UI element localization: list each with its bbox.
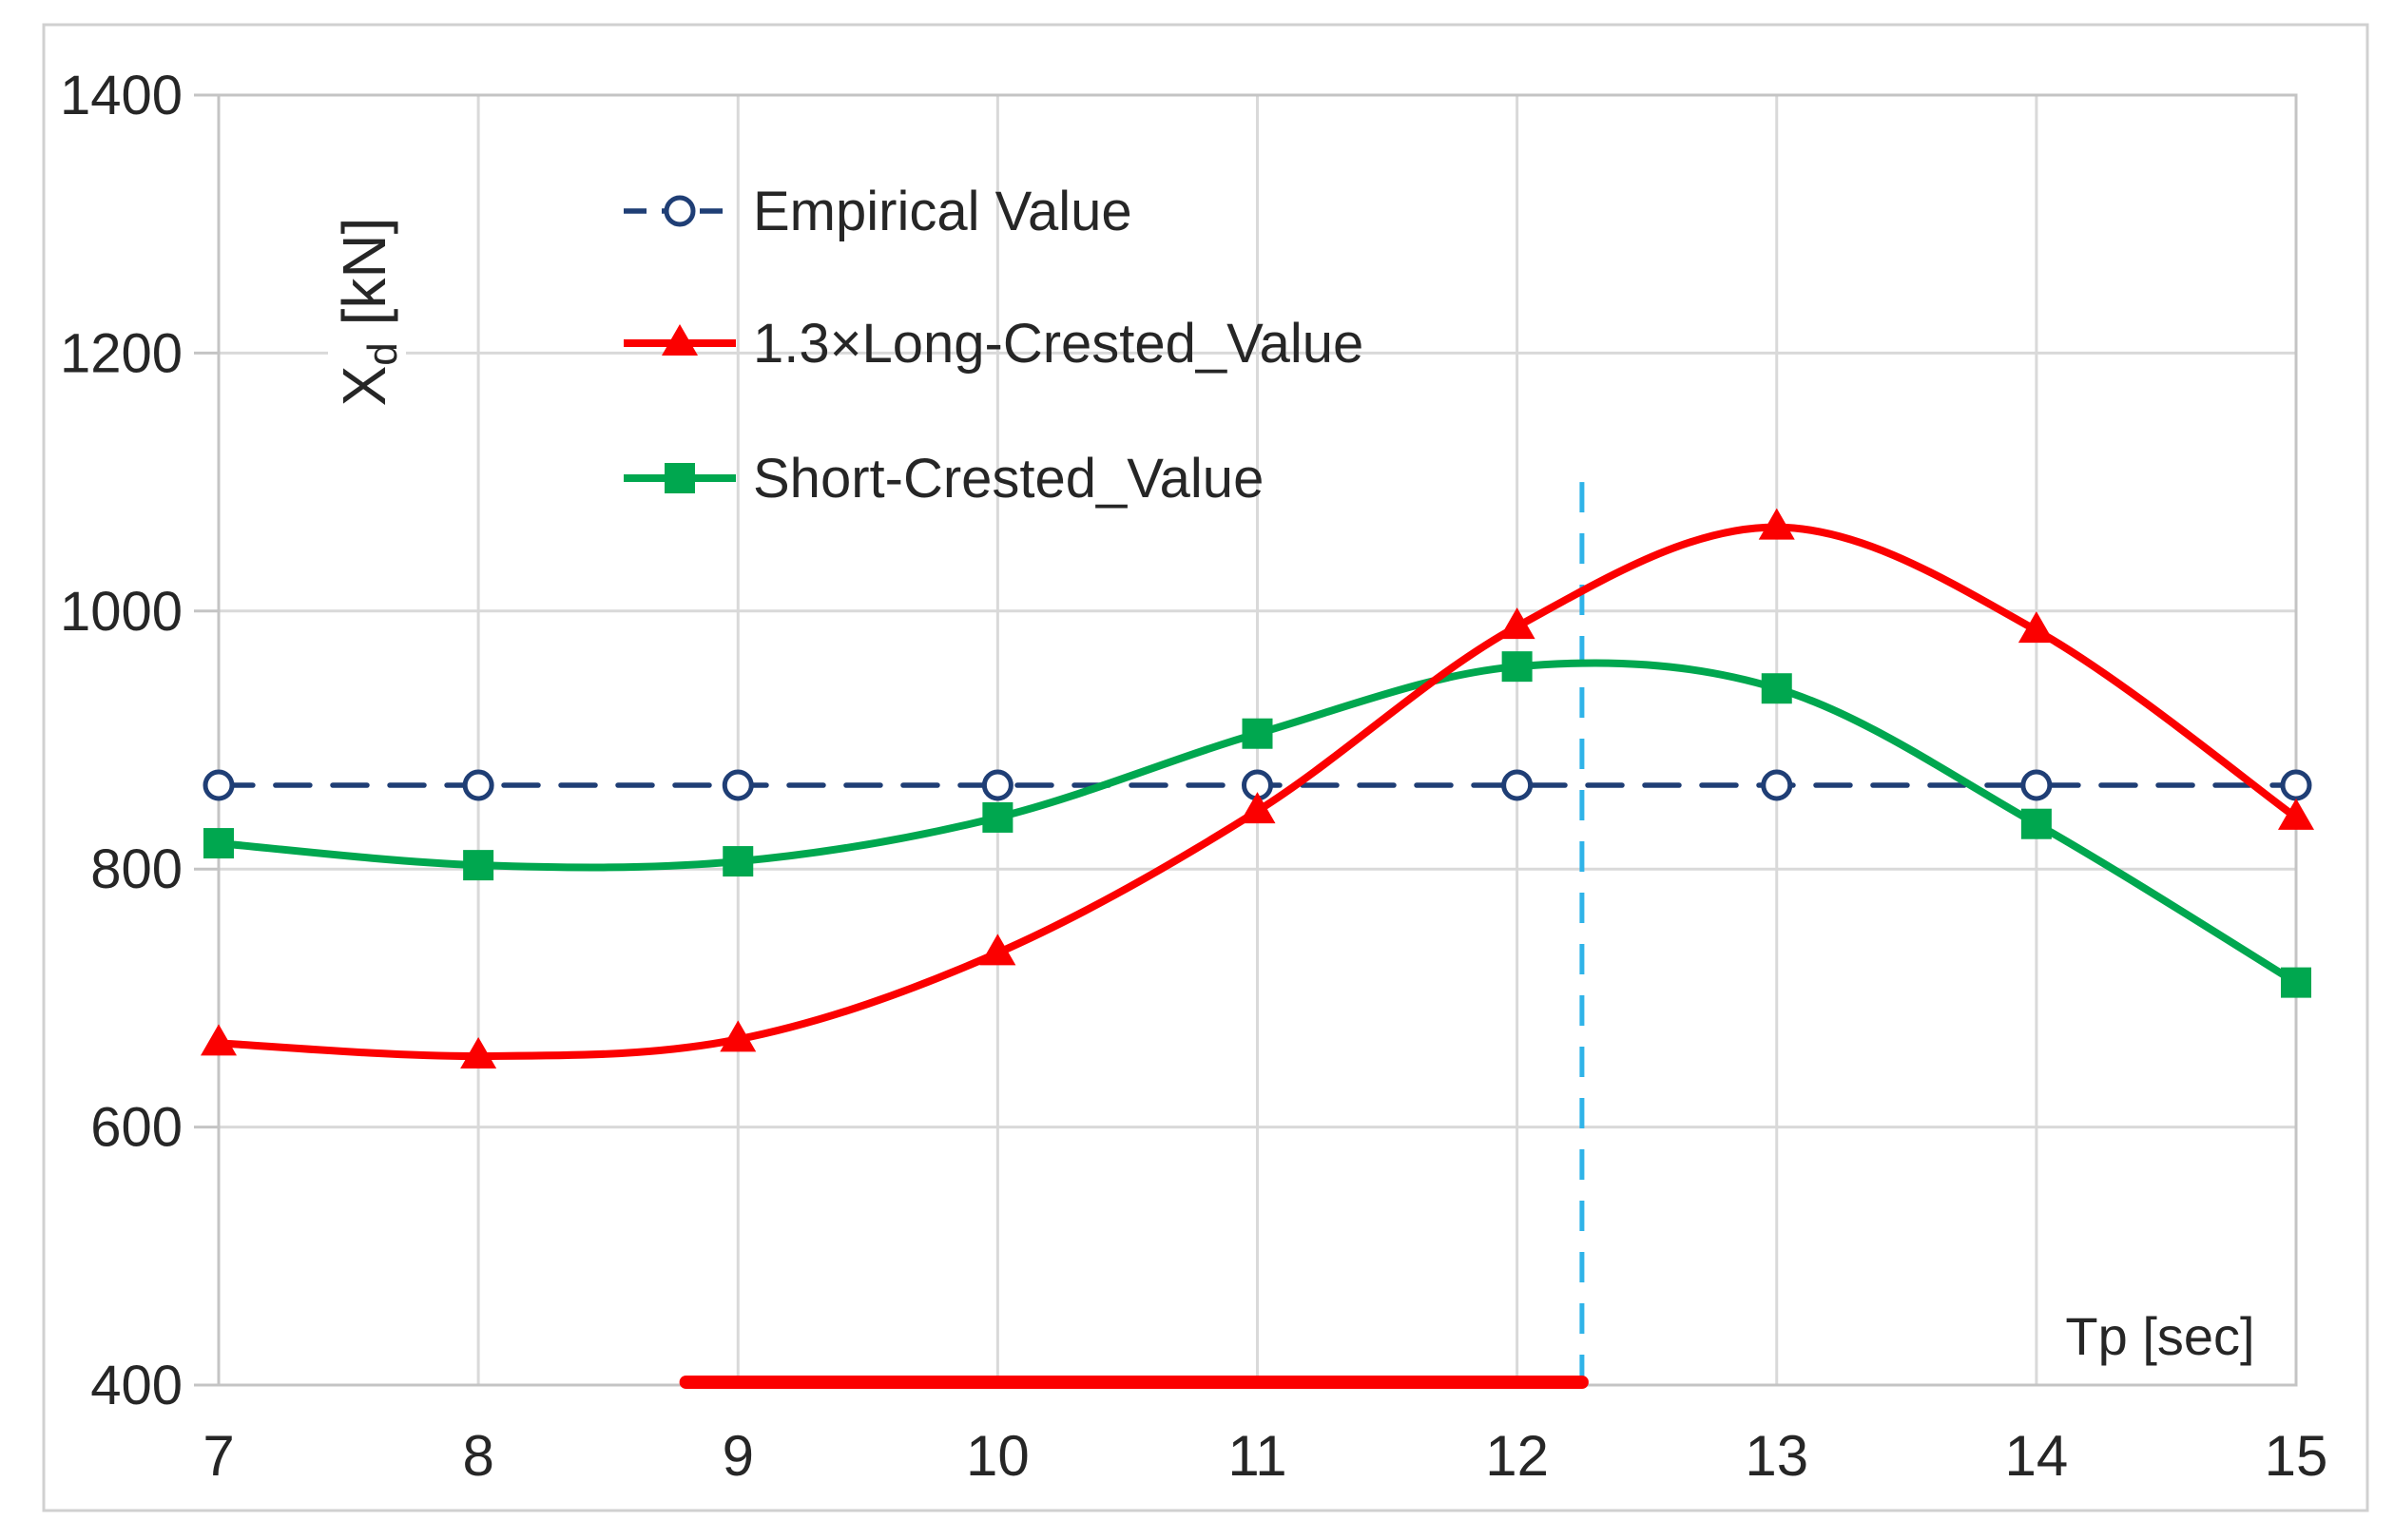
y-axis-title-backdrop [328, 176, 406, 444]
y-axis-title: Xd [kN] [330, 218, 406, 407]
x-tick-label: 10 [966, 1424, 1030, 1488]
1-3-long-crested-value-marker [1239, 792, 1276, 824]
series-short-crested-value [203, 651, 2311, 998]
1-3-long-crested-value-marker [1758, 508, 1795, 540]
1-3-long-crested-value-marker [460, 1036, 497, 1068]
1-3-long-crested-value-marker [1498, 607, 1535, 640]
empirical-value-marker [1501, 769, 1534, 801]
x-tick-label: 15 [2265, 1424, 2328, 1488]
empirical-value-marker [981, 769, 1014, 801]
empirical-value-marker [203, 769, 235, 801]
short-crested-value-marker [982, 801, 1014, 833]
legend-1-3-long-crested-value-marker [662, 324, 698, 356]
x-axis-title: Tp [sec] [2065, 1306, 2254, 1366]
1-3-long-crested-value-marker [720, 1020, 757, 1052]
legend-label: 1.3×Long-Crested_Value [753, 313, 1363, 375]
y-tick-label: 400 [90, 1355, 183, 1416]
x-tick-label: 11 [1227, 1424, 1286, 1488]
empirical-value-marker [2020, 769, 2053, 801]
legend-item-1-3-long-crested-value: 1.3×Long-Crested_Value [624, 313, 1363, 375]
legend-item-empirical-value: Empirical Value [624, 181, 1132, 242]
y-axis-title-unit: [kN] [330, 218, 398, 343]
legend-item-short-crested-value: Short-Crested_Value [624, 448, 1264, 510]
y-tick-label: 1000 [60, 581, 183, 643]
y-axis-title-subscript: d [359, 342, 406, 365]
series-line-1-3-long-crested-value [215, 523, 2300, 1061]
legend-label: Empirical Value [753, 181, 1132, 242]
series-empirical-value [203, 769, 2312, 801]
short-crested-value-marker [1761, 673, 1792, 704]
short-crested-value-marker [723, 846, 754, 877]
empirical-value-marker [722, 769, 754, 801]
1-3-long-crested-value-marker [2018, 611, 2055, 644]
short-crested-value-marker [203, 828, 234, 859]
y-tick-label: 1400 [60, 65, 183, 126]
y-tick-label: 800 [90, 838, 183, 900]
series-1-3-long-crested-value [201, 508, 2314, 1068]
x-tick-label: 14 [2005, 1424, 2069, 1488]
short-crested-value-marker [463, 850, 494, 881]
x-tick-label: 8 [462, 1424, 493, 1488]
x-tick-label: 12 [1485, 1424, 1549, 1488]
short-crested-value-marker [2020, 808, 2052, 839]
short-crested-value-marker [1242, 718, 1273, 749]
empirical-value-marker [462, 769, 494, 801]
empirical-value-marker [1761, 769, 1793, 801]
y-tick-label: 600 [90, 1097, 183, 1159]
1-3-long-crested-value-marker [979, 934, 1016, 966]
empirical-value-marker [2280, 769, 2312, 801]
legend-empirical-value-marker [664, 195, 696, 227]
short-crested-value-marker [1501, 651, 1533, 683]
short-crested-value-marker [2281, 967, 2311, 998]
x-tick-label: 7 [203, 1424, 234, 1488]
x-tick-label: 9 [723, 1424, 754, 1488]
y-axis-title-main: X [330, 366, 398, 407]
legend-label: Short-Crested_Value [753, 448, 1264, 510]
y-tick-label: 1200 [60, 322, 183, 384]
figure-border [42, 23, 2369, 1512]
1-3-long-crested-value-marker [2278, 798, 2314, 830]
1-3-long-crested-value-marker [201, 1024, 237, 1056]
x-tick-label: 13 [1745, 1424, 1808, 1488]
legend-short-crested-value-marker [665, 463, 695, 493]
